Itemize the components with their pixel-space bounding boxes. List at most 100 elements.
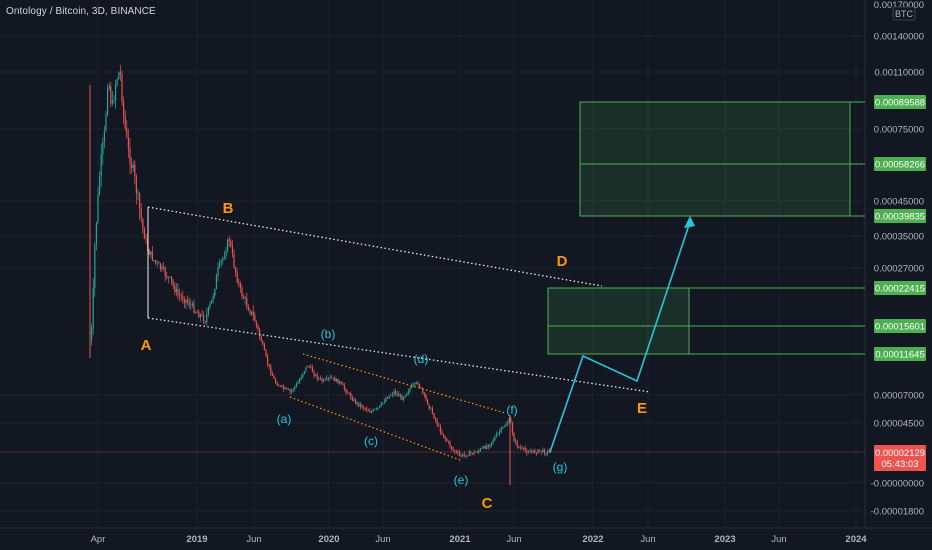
candle	[142, 218, 144, 234]
target-zones	[547, 101, 865, 355]
candle	[537, 448, 539, 454]
candle-body	[363, 407, 365, 409]
candle	[516, 439, 518, 449]
candle	[471, 452, 473, 455]
candle-body	[396, 393, 398, 395]
candle	[396, 391, 398, 397]
candle	[468, 449, 470, 457]
candle	[508, 416, 510, 424]
candle	[446, 438, 448, 442]
candle-body	[511, 423, 513, 433]
candle	[249, 308, 251, 316]
grid-lines	[0, 0, 865, 528]
y-tick-label: -0.00000000	[871, 479, 924, 490]
candle	[495, 431, 497, 438]
candle	[203, 311, 205, 325]
candle-body	[183, 300, 185, 303]
candle	[462, 452, 464, 458]
candle-body	[179, 294, 181, 296]
candle-body	[311, 367, 313, 373]
candle-body	[291, 390, 293, 392]
price-label-target: 0.00089588	[874, 95, 926, 109]
candle-body	[166, 275, 168, 278]
candle	[267, 353, 269, 368]
candle	[180, 292, 182, 301]
x-tick-label: Apr	[91, 534, 106, 545]
candle	[531, 448, 533, 454]
candle	[156, 260, 158, 268]
candle-body	[390, 394, 392, 396]
candle	[281, 384, 283, 388]
candle	[494, 435, 496, 441]
candle	[227, 238, 229, 253]
candle	[497, 432, 499, 436]
candle-body	[417, 382, 419, 385]
candle	[167, 276, 169, 284]
candle-body	[129, 148, 131, 165]
candle-body	[412, 384, 414, 386]
candle	[483, 445, 485, 449]
currency-label: BTC	[895, 9, 914, 19]
candle	[299, 378, 301, 384]
candle	[294, 385, 296, 392]
candle-body	[411, 385, 413, 388]
candle	[470, 450, 472, 457]
candle-body	[489, 444, 491, 447]
candle	[287, 387, 289, 390]
candle-body	[350, 393, 352, 398]
candle	[523, 447, 525, 451]
candle-body	[343, 385, 345, 390]
candle-body	[239, 283, 241, 288]
candle	[199, 313, 201, 322]
candle-body	[111, 101, 113, 104]
candle	[511, 421, 513, 436]
candle-body	[439, 425, 441, 433]
candle	[187, 295, 189, 305]
candle-body	[235, 267, 237, 273]
candle	[246, 292, 248, 310]
candle	[295, 381, 297, 388]
candle	[171, 276, 173, 286]
candle	[273, 373, 275, 380]
candle-body	[497, 433, 499, 435]
candle-body	[294, 386, 296, 390]
candle	[113, 95, 115, 104]
candle-body	[169, 276, 171, 278]
candle-body	[519, 447, 521, 449]
candle	[407, 388, 409, 396]
candle-body	[267, 356, 269, 365]
candle	[145, 234, 147, 244]
candle-body	[340, 381, 342, 384]
candle-body	[244, 298, 246, 300]
price-label-target: 0.00058266	[874, 157, 926, 171]
candle	[449, 439, 451, 449]
candle-body	[380, 403, 382, 406]
candle-body	[126, 128, 128, 138]
candle-body	[247, 306, 249, 311]
x-tick-label: 2022	[582, 534, 603, 545]
candle-body	[420, 387, 422, 389]
wave-label-major: A	[141, 337, 152, 354]
candle	[350, 391, 352, 401]
candle	[491, 441, 493, 448]
candle	[409, 386, 411, 394]
candle-body	[342, 383, 344, 386]
candle	[177, 283, 179, 300]
candle	[393, 389, 395, 397]
candle-body	[367, 410, 369, 412]
candle-body	[270, 366, 272, 374]
candle	[335, 378, 337, 383]
candle-body	[326, 378, 328, 380]
candle-body	[279, 385, 281, 387]
candle-body	[188, 302, 190, 306]
candle	[433, 412, 435, 419]
candle-body	[265, 350, 267, 357]
wave-label-minor: (a)	[277, 412, 292, 426]
candle	[391, 392, 393, 398]
candle	[241, 284, 243, 300]
candle-body	[495, 434, 497, 438]
candle-body	[353, 399, 355, 401]
candle	[207, 305, 209, 318]
